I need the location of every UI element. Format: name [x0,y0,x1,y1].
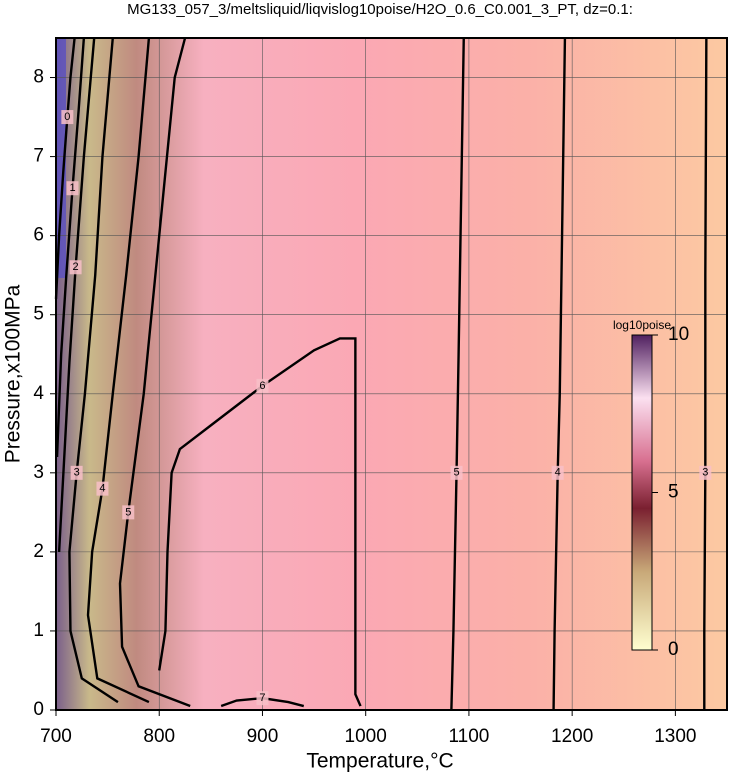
contour-label: 2 [73,261,79,273]
plot-frame [55,37,728,711]
contour-label: 5 [125,506,131,518]
contour-line [54,37,76,299]
contour-label-bg [256,378,269,393]
x-tick-label: 1200 [551,726,593,747]
plot-area: 0 1 2 3 4 5 6 7 5 4 3 [54,37,727,711]
y-tick-label: 7 [33,146,44,167]
contour-label-bg [450,465,463,480]
x-tick-label: 800 [143,726,175,747]
chart-title: MG133_057_3/meltsliquid/liqvislog10poise… [127,1,633,18]
contour-label: 7 [259,692,265,704]
x-tick-label: 1000 [345,726,387,747]
contour-label-bg [551,465,564,480]
low-region [56,38,66,278]
contour-label-bg [699,465,712,480]
contour-label: 6 [259,380,265,392]
x-tick-label: 1300 [654,726,696,747]
x-axis-label: Temperature,°C [306,750,453,773]
x-tick-label: 1100 [448,726,489,747]
colorbar-label: log10poise [613,318,671,332]
y-tick-label: 6 [33,225,44,246]
contour-label: 0 [64,111,70,123]
contour-label: 4 [99,483,105,495]
y-tick-label: 8 [33,67,44,88]
colorbar [631,334,653,651]
contour-label-bg [96,481,109,496]
contour-line [57,37,96,552]
colorbar-tick-label: 5 [668,482,679,503]
contour-label-bg [70,465,83,480]
y-axis-label: Pressure,x100MPa [2,284,25,463]
contour-line [55,37,86,458]
contour-label-bg [122,505,135,520]
contour-line [158,337,362,707]
y-tick-label: 1 [33,620,44,641]
contour-label: 1 [69,182,75,194]
y-tick-label: 0 [33,699,44,720]
colorbar-tick-label: 0 [668,639,679,660]
contour-label: 3 [74,467,80,479]
plot-background [56,38,727,710]
x-tick-label: 900 [247,726,279,747]
y-tick-label: 5 [33,304,44,325]
contour-label-bg [256,691,269,706]
contour-label: 3 [702,467,708,479]
contour-label: 5 [453,467,459,479]
contour-label-bg [69,260,82,275]
x-tick-label: 700 [40,726,72,747]
contour-label-bg [61,110,74,125]
colorbar-tick-label: 10 [668,324,689,345]
y-tick-label: 4 [33,383,44,404]
contour-label-bg [66,181,79,196]
y-tick-label: 2 [33,541,44,562]
contour-label: 4 [555,467,561,479]
y-tick-label: 3 [33,462,44,483]
